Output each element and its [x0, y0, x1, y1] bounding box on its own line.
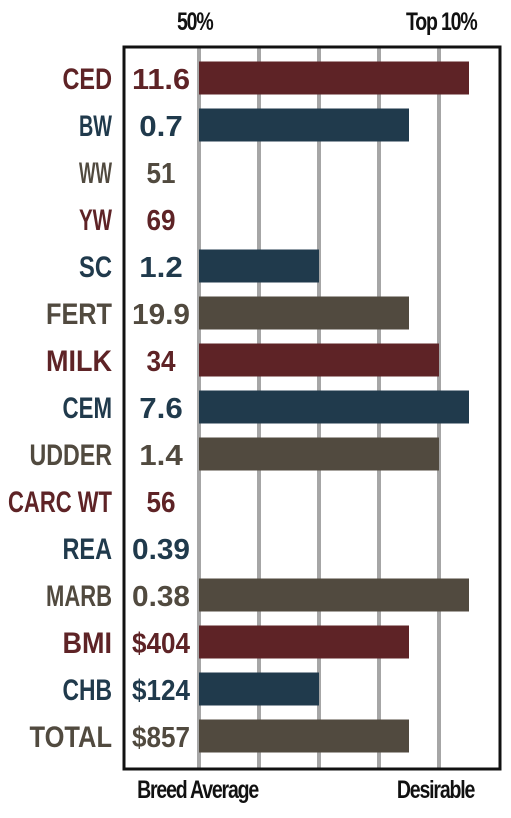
- trait-label: CARC WT: [8, 486, 112, 519]
- trait-value: 1.2: [139, 252, 183, 284]
- trait-value: 56: [147, 487, 176, 519]
- trait-value: $857: [132, 722, 190, 754]
- bar-total: [199, 719, 409, 753]
- trait-value: 11.6: [132, 64, 190, 96]
- trait-label: FERT: [46, 298, 112, 331]
- trait-label: CED: [63, 63, 113, 96]
- bar-ced: [199, 61, 469, 95]
- trait-value: 0.38: [132, 581, 190, 613]
- trait-label: CEM: [63, 392, 113, 425]
- trait-label: UDDER: [30, 439, 113, 472]
- trait-label: WW: [79, 157, 112, 190]
- bar-bw: [199, 108, 409, 142]
- bar-chb: [199, 672, 319, 706]
- trait-value: 69: [147, 205, 176, 237]
- trait-value: $124: [132, 675, 190, 707]
- trait-label: MARB: [46, 580, 112, 613]
- trait-value: 34: [147, 346, 176, 378]
- trait-value: 51: [147, 158, 176, 190]
- footer-desirable-label: Desirable: [396, 776, 475, 804]
- trait-value: 19.9: [132, 299, 190, 331]
- trait-label: YW: [79, 204, 112, 237]
- chart-frame: [122, 45, 502, 771]
- header-50-percent-label: 50%: [177, 8, 214, 36]
- bar-milk: [199, 343, 439, 377]
- trait-label: CHB: [63, 674, 113, 707]
- trait-value: 0.39: [132, 534, 190, 566]
- bar-bmi: [199, 625, 409, 659]
- trait-value: $404: [132, 628, 190, 660]
- trait-label: BMI: [63, 627, 113, 660]
- trait-label: REA: [63, 533, 113, 566]
- header-top-10-percent-label: Top 10%: [405, 8, 478, 36]
- trait-label: MILK: [46, 345, 112, 378]
- footer-breed-average-label: Breed Average: [137, 776, 259, 804]
- bar-marb: [199, 578, 469, 612]
- trait-value: 7.6: [139, 393, 183, 425]
- trait-value: 1.4: [139, 440, 183, 472]
- trait-value: 0.7: [139, 111, 183, 143]
- trait-label: TOTAL: [30, 721, 113, 754]
- bar-udder: [199, 437, 439, 471]
- trait-label: BW: [79, 110, 112, 143]
- bar-fert: [199, 296, 409, 330]
- bar-cem: [199, 390, 469, 424]
- bar-sc: [199, 249, 319, 283]
- trait-label: SC: [79, 251, 112, 284]
